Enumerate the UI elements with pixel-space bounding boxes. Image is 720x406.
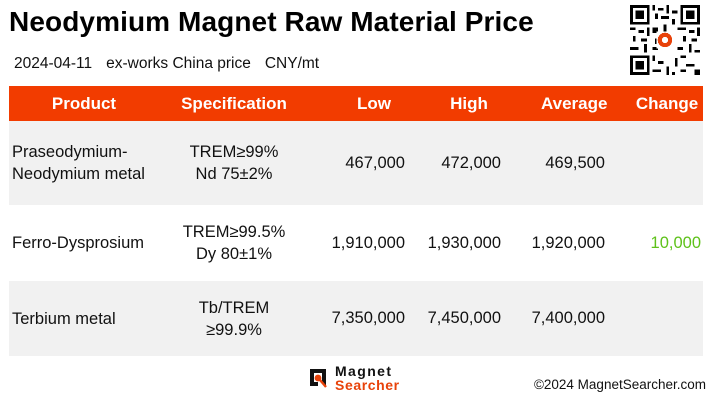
magnet-logo-icon (310, 369, 327, 388)
qr-code-icon (630, 5, 700, 75)
price-change: 10,000 (650, 233, 701, 252)
logo-text-line1: Magnet (335, 363, 393, 379)
col-header-low: Low (357, 93, 391, 113)
high-price: 472,000 (441, 153, 501, 172)
product-cell: Terbium metal (9, 308, 159, 330)
spec-line: TREM≥99.5% (182, 223, 286, 241)
spec-line: Dy 80±1% (195, 245, 272, 263)
magnetsearcher-logo: Magnet Searcher (306, 364, 400, 392)
average-price: 7,400,000 (531, 309, 605, 327)
table-row: Ferro-Dysprosium TREM≥99.5% Dy 80±1% 1,9… (9, 205, 703, 281)
spec-cell: TREM≥99% Nd 75±2% (159, 141, 309, 185)
col-header-product: Product (51, 93, 117, 113)
page-title: Neodymium Magnet Raw Material Price (9, 6, 534, 37)
subtitle: 2024-04-11 ex-works China price CNY/mt (14, 55, 333, 73)
high-price: 1,930,000 (427, 233, 501, 252)
logo-text-line2: Searcher (335, 377, 400, 393)
spec-line: Nd 75±2% (195, 165, 273, 183)
col-header-average: Average (541, 93, 608, 113)
copyright-text: ©2024 MagnetSearcher.com (533, 377, 706, 392)
col-header-change: Change (635, 93, 699, 113)
price-basis: ex-works China price (106, 55, 251, 72)
product-cell: Praseodymium- Neodymium metal (9, 141, 159, 185)
price-table: Product Specification Low High Average C… (9, 86, 703, 356)
table-row: Terbium metal Tb/TREM ≥99.9% 7,350,000 7… (9, 281, 703, 356)
price-date: 2024-04-11 (14, 55, 93, 72)
high-price: 7,450,000 (427, 309, 501, 327)
spec-line: TREM≥99% (189, 143, 279, 161)
table-row: Praseodymium- Neodymium metal TREM≥99% N… (9, 121, 703, 205)
product-name-line: Praseodymium- (12, 143, 128, 161)
average-price: 1,920,000 (531, 233, 605, 252)
price-unit: CNY/mt (264, 55, 320, 72)
spec-line: Tb/TREM (198, 298, 270, 317)
low-price: 467,000 (345, 153, 405, 172)
col-header-high: High (450, 93, 488, 113)
spec-cell: Tb/TREM ≥99.9% (159, 297, 309, 341)
product-cell: Ferro-Dysprosium (9, 232, 159, 254)
spec-cell: TREM≥99.5% Dy 80±1% (159, 221, 309, 265)
table-header: Product Specification Low High Average C… (9, 86, 703, 121)
average-price: 469,500 (545, 153, 605, 172)
product-name-line: Terbium metal (12, 309, 116, 328)
low-price: 1,910,000 (331, 233, 405, 252)
product-name-line: Neodymium metal (12, 165, 145, 183)
low-price: 7,350,000 (331, 309, 405, 327)
col-header-specification: Specification (181, 93, 287, 113)
product-name-line: Ferro-Dysprosium (12, 234, 145, 252)
spec-line: ≥99.9% (206, 320, 262, 339)
